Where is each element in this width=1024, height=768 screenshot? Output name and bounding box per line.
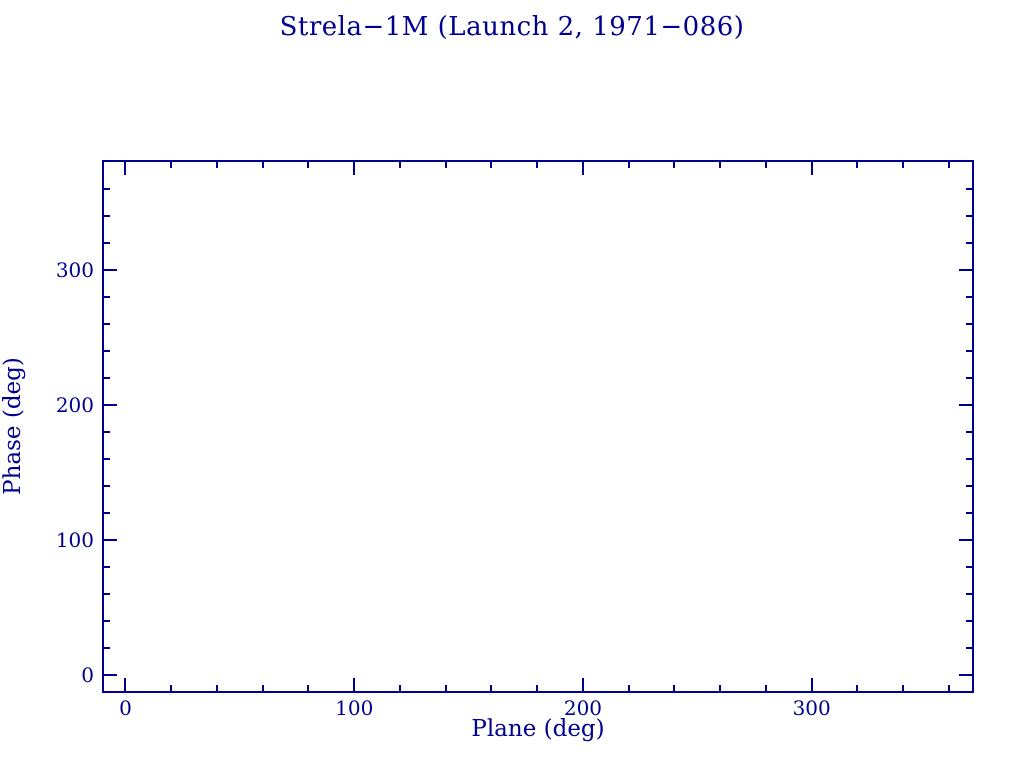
tick-mark bbox=[966, 484, 972, 487]
tick-mark bbox=[719, 685, 722, 691]
tick-mark bbox=[966, 457, 972, 460]
tick-mark bbox=[104, 538, 117, 541]
tick-mark bbox=[966, 322, 972, 325]
tick-mark bbox=[353, 678, 356, 691]
tick-mark bbox=[536, 162, 539, 168]
tick-mark bbox=[581, 162, 584, 175]
tick-mark bbox=[215, 162, 218, 168]
tick-mark bbox=[902, 685, 905, 691]
y-tick-label: 100 bbox=[55, 527, 94, 552]
tick-mark bbox=[810, 162, 813, 175]
y-tick-label: 0 bbox=[81, 662, 94, 687]
tick-mark bbox=[966, 241, 972, 244]
tick-mark bbox=[104, 268, 117, 271]
tick-mark bbox=[261, 162, 264, 168]
plot-area bbox=[102, 160, 974, 693]
tick-mark bbox=[959, 403, 972, 406]
tick-mark bbox=[764, 685, 767, 691]
tick-mark bbox=[307, 685, 310, 691]
tick-mark bbox=[104, 646, 110, 649]
tick-mark bbox=[966, 187, 972, 190]
tick-mark bbox=[398, 162, 401, 168]
tick-mark bbox=[104, 511, 110, 514]
tick-mark bbox=[104, 295, 110, 298]
tick-mark bbox=[104, 214, 110, 217]
tick-mark bbox=[627, 685, 630, 691]
tick-mark bbox=[490, 685, 493, 691]
tick-mark bbox=[959, 268, 972, 271]
tick-mark bbox=[104, 187, 110, 190]
tick-mark bbox=[902, 162, 905, 168]
tick-mark bbox=[444, 685, 447, 691]
tick-mark bbox=[966, 511, 972, 514]
tick-mark bbox=[673, 685, 676, 691]
x-axis-label: Plane (deg) bbox=[471, 716, 605, 742]
tick-mark bbox=[398, 685, 401, 691]
tick-mark bbox=[104, 322, 110, 325]
tick-mark bbox=[261, 685, 264, 691]
tick-mark bbox=[104, 430, 110, 433]
tick-mark bbox=[124, 678, 127, 691]
tick-mark bbox=[104, 619, 110, 622]
tick-mark bbox=[627, 162, 630, 168]
tick-mark bbox=[104, 457, 110, 460]
tick-mark bbox=[104, 403, 117, 406]
tick-mark bbox=[966, 214, 972, 217]
tick-mark bbox=[764, 162, 767, 168]
chart-title: Strela−1M (Launch 2, 1971−086) bbox=[279, 12, 745, 42]
tick-mark bbox=[966, 646, 972, 649]
tick-mark bbox=[170, 685, 173, 691]
tick-mark bbox=[104, 241, 110, 244]
tick-mark bbox=[966, 565, 972, 568]
tick-mark bbox=[536, 685, 539, 691]
tick-mark bbox=[966, 619, 972, 622]
tick-mark bbox=[966, 295, 972, 298]
tick-mark bbox=[673, 162, 676, 168]
tick-mark bbox=[124, 162, 127, 175]
tick-mark bbox=[966, 430, 972, 433]
y-axis-label: Phase (deg) bbox=[0, 357, 26, 495]
tick-mark bbox=[966, 376, 972, 379]
tick-mark bbox=[444, 162, 447, 168]
tick-mark bbox=[490, 162, 493, 168]
tick-mark bbox=[581, 678, 584, 691]
tick-mark bbox=[856, 685, 859, 691]
y-tick-label: 300 bbox=[55, 257, 94, 282]
tick-mark bbox=[947, 685, 950, 691]
tick-mark bbox=[719, 162, 722, 168]
tick-mark bbox=[170, 162, 173, 168]
tick-mark bbox=[959, 538, 972, 541]
tick-mark bbox=[104, 592, 110, 595]
tick-mark bbox=[104, 673, 117, 676]
tick-mark bbox=[810, 678, 813, 691]
tick-mark bbox=[353, 162, 356, 175]
y-tick-label: 200 bbox=[55, 392, 94, 417]
tick-mark bbox=[959, 673, 972, 676]
tick-mark bbox=[104, 349, 110, 352]
tick-mark bbox=[307, 162, 310, 168]
tick-mark bbox=[104, 484, 110, 487]
tick-mark bbox=[104, 376, 110, 379]
tick-mark bbox=[966, 592, 972, 595]
tick-mark bbox=[966, 349, 972, 352]
tick-mark bbox=[856, 162, 859, 168]
tick-mark bbox=[215, 685, 218, 691]
tick-mark bbox=[104, 565, 110, 568]
tick-mark bbox=[947, 162, 950, 168]
